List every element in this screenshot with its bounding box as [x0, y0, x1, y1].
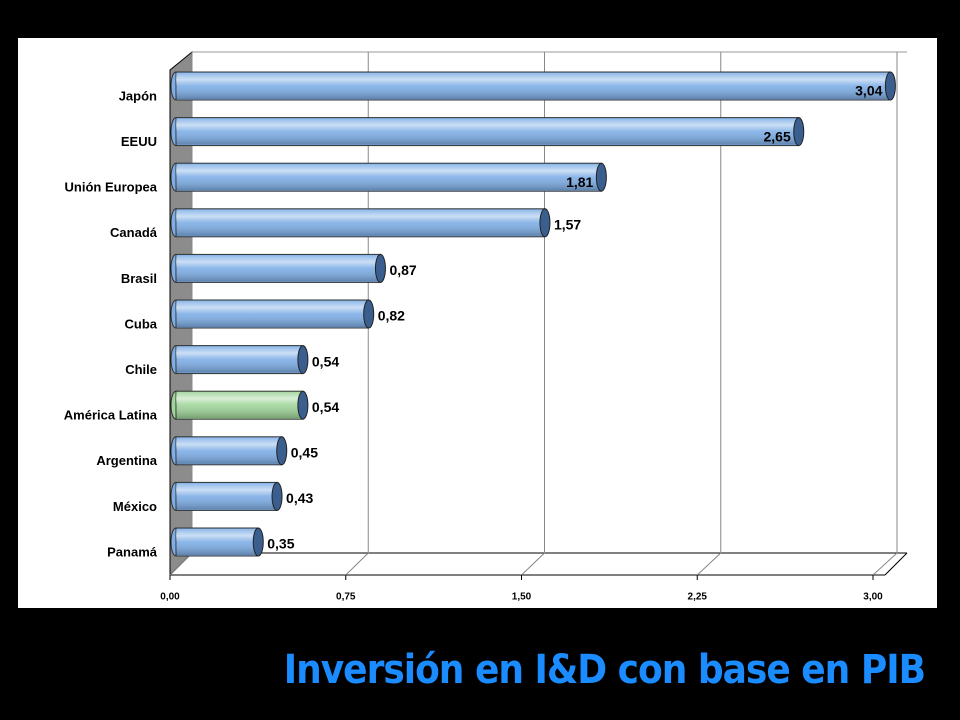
x-tick-label: 1,50 — [512, 592, 532, 603]
x-tick-label: 3,00 — [863, 592, 883, 603]
bar-shine — [176, 255, 381, 282]
bar-cap — [363, 299, 375, 329]
value-label: 1,81 — [566, 174, 593, 190]
bar-cap — [884, 71, 896, 101]
bar-cap — [271, 481, 283, 511]
bar-shine — [176, 301, 369, 327]
bar-cap — [793, 117, 805, 147]
x-tick-label: 0,00 — [160, 592, 180, 603]
grid-line — [872, 52, 898, 576]
category-label: Brasil — [121, 271, 157, 286]
bar-shine — [176, 73, 891, 99]
value-label: 2,65 — [764, 128, 791, 144]
plot: 0,00 0,75 1,50 2,25 3,00 Japón 3,04 EEUU 2,65 Uni… — [64, 52, 898, 603]
bar-shine — [176, 209, 545, 236]
bar-cap — [252, 527, 264, 557]
category-label: Japón — [119, 88, 157, 103]
category-label: Panamá — [107, 544, 158, 559]
value-label: 0,43 — [286, 490, 313, 506]
bar-shine — [176, 529, 259, 555]
value-label: 0,82 — [378, 308, 405, 324]
category-label: Canadá — [110, 225, 158, 240]
bar-shine — [176, 437, 282, 464]
bar-cap — [374, 253, 386, 283]
value-label: 3,04 — [855, 83, 882, 99]
category-label: Argentina — [96, 453, 157, 468]
value-label: 0,54 — [312, 353, 339, 369]
x-tick-label: 2,25 — [688, 592, 708, 603]
value-label: 1,57 — [554, 217, 581, 233]
x-tick-label: 0,75 — [336, 592, 356, 603]
category-label: Unión Europea — [65, 180, 158, 195]
bar-cap — [297, 390, 309, 420]
bar-shine — [176, 392, 303, 419]
bar-shine — [176, 483, 278, 510]
slide-title: Inversión en I&D con base en PIB — [284, 647, 925, 693]
bar-cap — [276, 436, 288, 466]
grid-line — [696, 52, 722, 576]
bar-shine — [176, 164, 602, 191]
category-label: México — [113, 499, 157, 514]
value-label: 0,54 — [312, 399, 339, 415]
bar-cap — [297, 345, 309, 375]
value-label: 0,45 — [291, 445, 318, 461]
category-label: Cuba — [125, 316, 158, 331]
value-label: 0,87 — [389, 262, 416, 278]
floor-side — [884, 552, 908, 576]
category-label: Chile — [125, 362, 157, 377]
bar-shine — [176, 346, 303, 373]
bar-cap — [539, 208, 551, 238]
bar-cap — [595, 162, 607, 192]
category-label: EEUU — [121, 134, 157, 149]
bar-shine — [176, 118, 799, 145]
category-label: América Latina — [64, 408, 158, 423]
value-label: 0,35 — [267, 536, 294, 552]
